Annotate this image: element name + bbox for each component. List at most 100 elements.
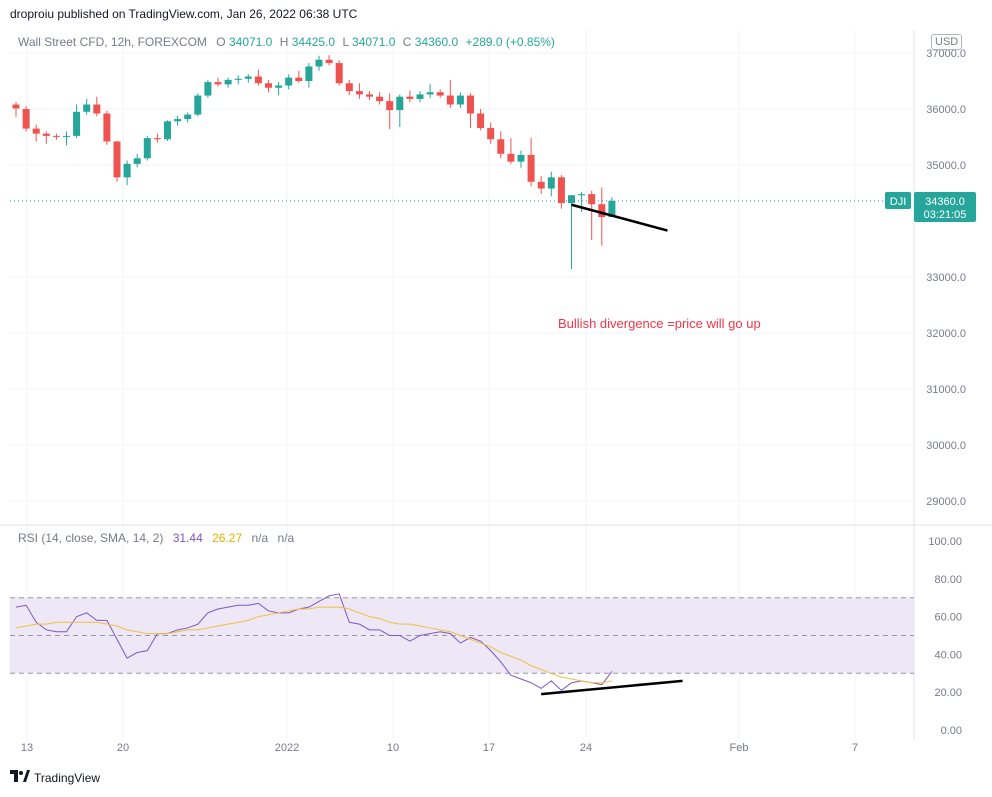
price-trendline [571, 203, 668, 232]
candle-body [275, 85, 283, 88]
candle-body [22, 109, 30, 129]
candle-body [174, 119, 182, 122]
candle-body [164, 121, 171, 140]
price-tick-label: 29000.0 [926, 496, 966, 508]
legend-change: +289.0 (+0.85%) [466, 35, 555, 49]
candle-body [143, 138, 151, 159]
legend-high-label: H [280, 35, 289, 49]
candle-body [557, 177, 565, 204]
time-tick-label: 17 [483, 742, 495, 754]
candle-body [396, 96, 404, 111]
price-tick-label: 32000.0 [926, 328, 966, 340]
time-tick-label: 2022 [275, 742, 299, 754]
candle-body [254, 76, 262, 84]
rsi-legend-na-1: n/a [251, 531, 268, 545]
candle-body [325, 59, 333, 64]
candle-body [527, 154, 535, 182]
rsi-trendline [541, 679, 683, 696]
price-tick-label: 31000.0 [926, 384, 966, 396]
candle-body [426, 92, 434, 95]
candle-body [12, 104, 20, 109]
rsi-line [15, 593, 613, 691]
rsi-legend-na-2: n/a [278, 531, 295, 545]
svg-text:Wall Street CFD, 12h, FOREXCOM: Wall Street CFD, 12h, FOREXCOM O 34071.0… [18, 35, 555, 49]
candle-body [507, 153, 515, 162]
candle-body [133, 158, 141, 164]
drawings[interactable] [541, 203, 683, 696]
rsi-band-area [10, 597, 914, 674]
candle-body [42, 133, 50, 136]
candle-body [153, 138, 161, 140]
time-tick-label: 13 [21, 742, 33, 754]
candle-body [204, 82, 212, 96]
candle-body [285, 77, 293, 86]
legend-high-value: 34425.0 [292, 35, 336, 49]
rsi-tick-label: 40.00 [934, 649, 962, 661]
price-tick-label: 30000.0 [926, 440, 966, 452]
currency-badge[interactable]: USD [931, 34, 963, 50]
candle-body [588, 194, 596, 205]
rsi-lines [15, 593, 613, 691]
legend-low-value: 34071.0 [352, 35, 396, 49]
time-tick-label: 10 [387, 742, 399, 754]
rsi-tick-label: 60.00 [934, 612, 962, 624]
candle-body [467, 95, 474, 114]
candle-body [406, 96, 414, 99]
footer-branding[interactable]: TradingView [10, 770, 100, 785]
candle-body [537, 181, 545, 189]
candle-body [517, 154, 525, 162]
candle-body [547, 177, 555, 189]
candle-body [73, 111, 81, 136]
candle-body [32, 128, 40, 134]
candle-body [63, 135, 70, 137]
legend-low-label: L [342, 35, 349, 49]
candle-body [376, 96, 384, 102]
candle-body [497, 139, 505, 154]
rsi-tick-label: 100.00 [928, 536, 962, 548]
price-tag: DJI 34360.0 03:21:05 [885, 192, 976, 222]
candle-body [355, 91, 363, 95]
candle-body [52, 135, 60, 137]
price-tag-symbol-bg [885, 192, 911, 209]
candle-body [436, 92, 444, 96]
legend-open-value: 34071.0 [229, 35, 273, 49]
rsi-legend-value: 31.44 [173, 531, 203, 545]
candle-body [184, 114, 192, 120]
candle-body [103, 113, 111, 142]
rsi-tick-label: 80.00 [934, 574, 962, 586]
candle-body [446, 95, 454, 105]
svg-text:RSI (14, close, SMA, 14, 2): RSI (14, close, SMA, 14, 2) 31.44 26.27 … [18, 531, 295, 545]
candle-body [366, 94, 373, 97]
publisher-attribution: droproiu published on TradingView.com, J… [10, 7, 358, 21]
candle-body [608, 200, 616, 218]
axes: 37000.0 36000.0 35000.0 33000.0 32000.0 31000… [21, 48, 966, 754]
annotation-text[interactable]: Bullish divergence =price will go up [558, 316, 761, 331]
rsi-tick-label: 20.00 [934, 687, 962, 699]
legend-close-value: 34360.0 [415, 35, 459, 49]
price-tag-price: 34360.0 [925, 196, 965, 208]
price-tick-label: 36000.0 [926, 104, 966, 116]
candle-body [194, 95, 202, 115]
candle-body [598, 204, 606, 218]
price-tag-countdown: 03:21:05 [924, 209, 967, 221]
price-tag-bg [914, 192, 976, 222]
candle-body [305, 66, 313, 81]
candle-body [113, 141, 121, 178]
rsi-legend-sma-value: 26.27 [212, 531, 242, 545]
rsi-sma-line [15, 606, 612, 684]
candle-body [345, 83, 353, 92]
candle-body [335, 63, 343, 84]
candle-body [578, 194, 586, 196]
candle-body [244, 76, 252, 79]
legend-close-label: C [403, 35, 412, 49]
footer-brand-text: TradingView [34, 770, 101, 785]
candle-body [456, 95, 464, 105]
candle-body [295, 77, 303, 81]
candle-body [315, 59, 323, 67]
candle-body [568, 195, 575, 204]
candle-body [224, 79, 232, 85]
legend-open-label: O [216, 35, 225, 49]
tradingview-logo-icon [10, 770, 30, 785]
candle-body [93, 104, 101, 114]
